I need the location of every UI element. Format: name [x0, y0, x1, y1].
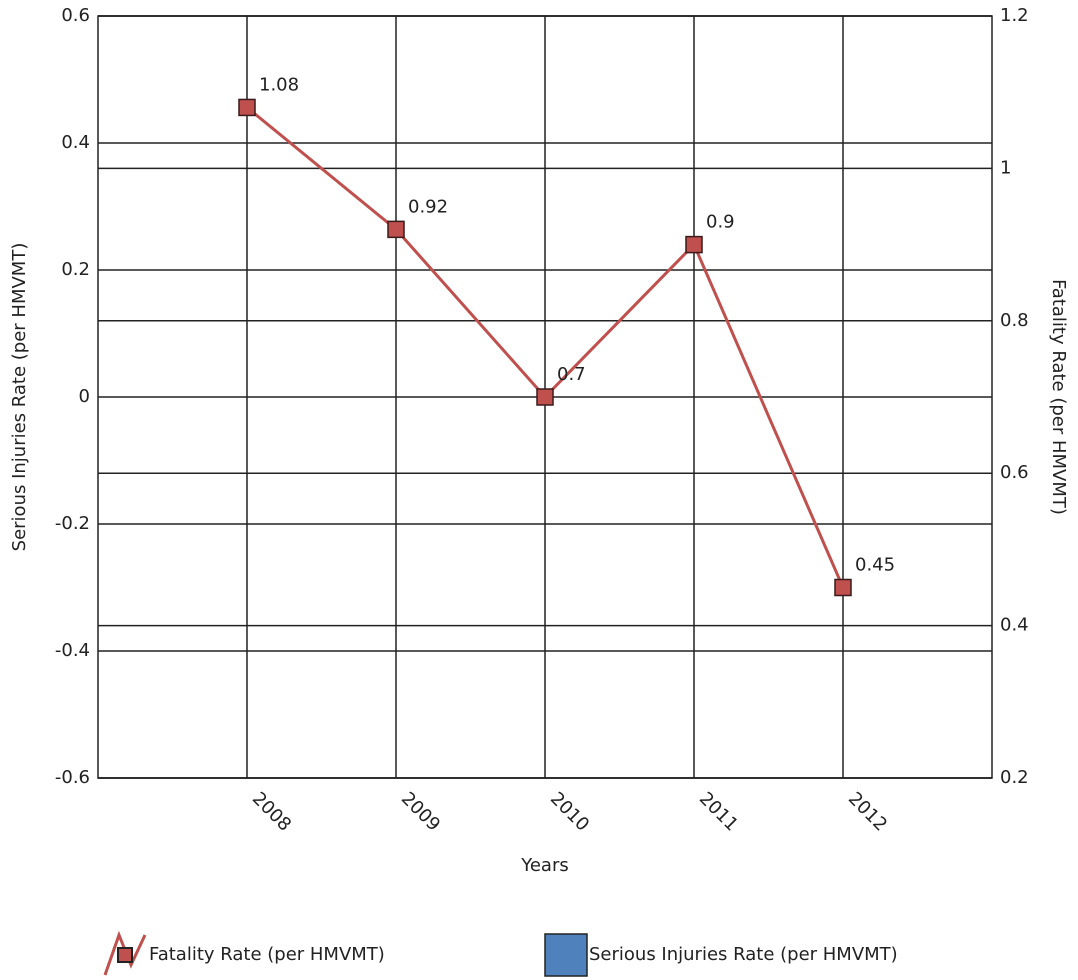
- y-axis-label: Serious Injuries Rate (per HMVMT): [9, 243, 30, 552]
- data-label: 0.92: [408, 196, 448, 217]
- y2-tick-label: 1: [1000, 157, 1011, 178]
- legend-swatch: [117, 947, 133, 963]
- point-marker: [387, 220, 405, 239]
- x-tick-label: 2010: [546, 788, 593, 835]
- x-tick-label: 2011: [695, 788, 742, 835]
- data-label: 1.08: [259, 74, 299, 95]
- legend-label: Serious Injuries Rate (per HMVMT): [589, 944, 898, 965]
- data-label: 0.45: [855, 555, 895, 576]
- x-tick-label: 2009: [397, 788, 444, 835]
- y-tick-label: 0.4: [61, 132, 90, 153]
- y2-axis-label: Fatality Rate (per HMVMT): [1048, 279, 1069, 515]
- y2-tick-label: 0.2: [1000, 767, 1029, 788]
- y-tick-label: 0: [79, 386, 90, 407]
- point-marker: [238, 98, 256, 117]
- point-marker: [685, 235, 703, 254]
- x-tick-label: 2008: [248, 788, 295, 835]
- y-tick-label: -0.6: [55, 767, 90, 788]
- y-tick-label: 0.6: [61, 5, 90, 26]
- x-tick-label: 2012: [844, 788, 891, 835]
- y-tick-label: 0.2: [61, 259, 90, 280]
- data-label: 0.7: [557, 364, 586, 385]
- y2-tick-label: 0.4: [1000, 615, 1029, 636]
- legend-label: Fatality Rate (per HMVMT): [149, 944, 385, 965]
- y-tick-label: -0.4: [55, 640, 90, 661]
- legend-swatch: [544, 933, 588, 977]
- y2-tick-label: 0.6: [1000, 462, 1029, 483]
- y2-tick-label: 1.2: [1000, 5, 1029, 26]
- data-label: 0.9: [706, 212, 735, 233]
- x-axis-label: Years: [520, 855, 569, 876]
- point-marker: [536, 388, 554, 406]
- y2-tick-label: 0.8: [1000, 310, 1029, 331]
- y-tick-label: -0.2: [55, 513, 90, 534]
- point-marker: [834, 578, 852, 597]
